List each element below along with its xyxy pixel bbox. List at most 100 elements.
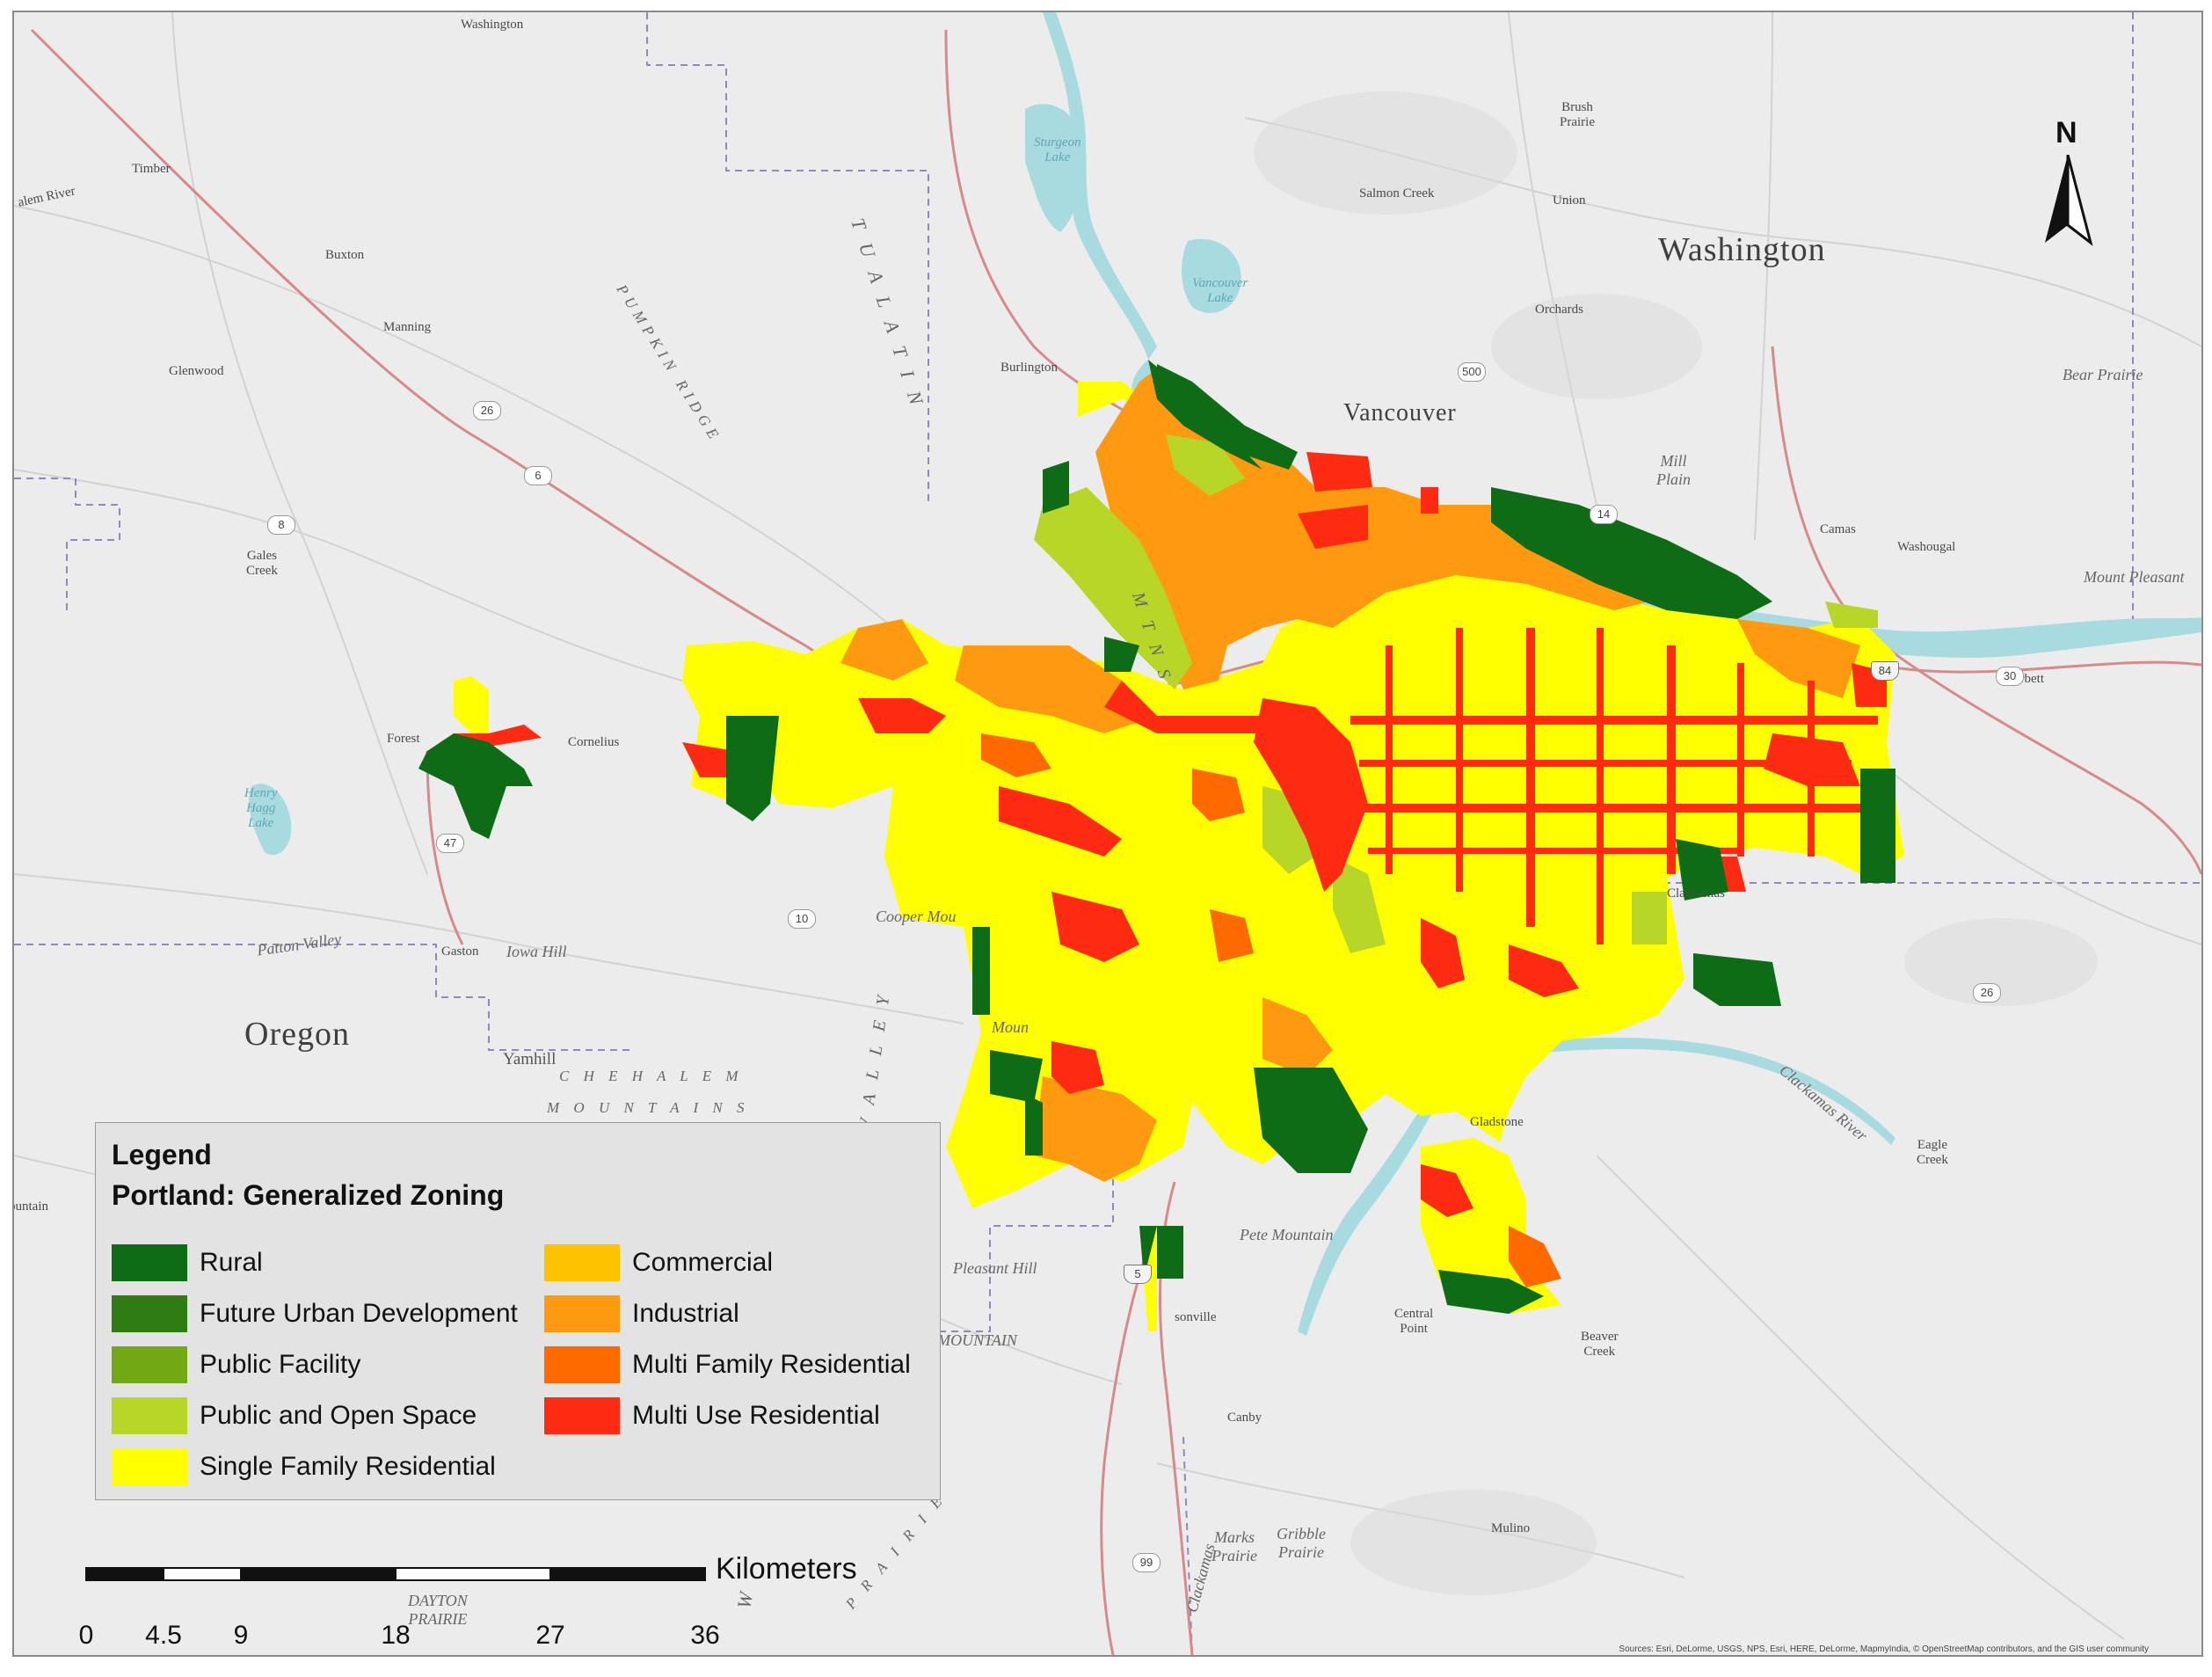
place-mount-pleasant: Mount Pleasant [2084, 568, 2185, 586]
legend-swatch [544, 1295, 620, 1332]
place-wilsonville: sonville [1175, 1310, 1217, 1324]
legend-title: Legend [112, 1139, 212, 1170]
place-manning: Manning [383, 320, 432, 334]
place-mount: Moun [992, 1018, 1029, 1036]
zone-rural [418, 360, 1895, 1314]
place-brush-prairie: Brush Prairie [1560, 100, 1595, 129]
place-washougal: Washougal [1897, 540, 1956, 554]
zoning-layer [418, 360, 1904, 1331]
place-washington-top: Washington [461, 18, 524, 32]
place-gladstone: Gladstone [1470, 1115, 1524, 1129]
place-eagle-creek: Eagle Creek [1917, 1138, 1948, 1167]
place-gribble-prairie: Gribble Prairie [1277, 1525, 1326, 1561]
highway-shield: 47 [436, 834, 464, 853]
place-iowa-hill: Iowa Hill [506, 943, 567, 960]
place-glenwood: Glenwood [169, 364, 224, 378]
ridge-chehalem-mountains: M O U N T A I N S [547, 1099, 750, 1116]
highway-shield: 30 [1996, 667, 2024, 686]
north-label: N [2056, 116, 2077, 149]
place-central-point: Central Point [1394, 1307, 1434, 1336]
place-bull-mountain: T MOUNTAIN [925, 1331, 1017, 1349]
highway-shield: 10 [788, 909, 816, 929]
legend-swatch [544, 1397, 620, 1434]
place-gales-creek: Gales Creek [246, 549, 278, 578]
place-orchards: Orchards [1535, 303, 1583, 317]
scale-tick: 27 [535, 1621, 565, 1650]
place-cornelius: Cornelius [568, 735, 620, 749]
place-henry-hagg-lake: Henry Hagg Lake [244, 786, 278, 830]
scale-tick: 18 [381, 1621, 411, 1650]
zone-multi-use [454, 452, 1895, 1217]
legend-label: Multi Use Residential [632, 1401, 880, 1430]
terrain-shading [1254, 91, 2098, 1595]
legend-label: Rural [200, 1248, 263, 1277]
legend-swatch [112, 1397, 187, 1434]
place-pete-mountain: Pete Mountain [1240, 1226, 1334, 1243]
place-burlington: Burlington [1000, 361, 1059, 375]
legend-panel: Legend Portland: Generalized Zoning Rura… [95, 1122, 941, 1500]
legend-label: Public Facility [200, 1350, 361, 1379]
attribution-text: Sources: Esri, DeLorme, USGS, NPS, Esri,… [1619, 1644, 2149, 1654]
state-washington: Washington [1658, 231, 1826, 268]
place-camas: Camas [1820, 522, 1856, 536]
highway-shield: 500 [1458, 362, 1486, 382]
hagg-lake [249, 784, 292, 856]
north-arrow-icon [2045, 155, 2093, 246]
legend-swatch [112, 1244, 187, 1281]
scale-tick: 4.5 [145, 1621, 182, 1650]
scale-bar: Kilometers 0 4.5 9 18 27 36 [79, 1552, 876, 1655]
zone-multi-family [981, 733, 1561, 1287]
legend-swatch [112, 1346, 187, 1383]
legend-label: Future Urban Development [200, 1299, 518, 1328]
scale-tick: 36 [690, 1621, 720, 1650]
place-pleasant-hill: Pleasant Hill [953, 1259, 1037, 1277]
sturgeon-lake [1025, 104, 1084, 232]
place-beaver-creek: Beaver Creek [1581, 1330, 1619, 1359]
legend-label: Public and Open Space [200, 1401, 477, 1430]
place-dayton-prairie: DAYTON PRAIRIE [408, 1592, 468, 1628]
place-bear-prairie: Bear Prairie [2063, 366, 2143, 383]
place-salmon-creek: Salmon Creek [1359, 186, 1435, 201]
north-arrow: N [2041, 116, 2103, 257]
highway-shield: 14 [1590, 505, 1618, 524]
legend-swatch [112, 1295, 187, 1332]
place-canby: Canby [1227, 1411, 1262, 1425]
legend-swatch [112, 1448, 187, 1485]
zone-open-space [1034, 487, 1192, 689]
legend-subtitle: Portland: Generalized Zoning [112, 1179, 505, 1211]
highway-shield: 6 [524, 466, 552, 485]
highway-shield: 8 [267, 515, 295, 535]
place-union: Union [1553, 193, 1586, 208]
place-clackamas: Clackamas [1667, 886, 1725, 900]
place-forest: Forest [387, 732, 420, 746]
scale-bar-graphic [85, 1567, 706, 1581]
place-mill-plain: Mill Plain [1656, 452, 1691, 488]
ridge-chehalem: C H E H A L E M [559, 1068, 744, 1084]
scale-tick: 9 [233, 1621, 249, 1650]
legend-label: Single Family Residential [200, 1452, 496, 1481]
highway-shield: 99 [1132, 1553, 1161, 1572]
highway-shield: 26 [1973, 983, 2001, 1003]
place-vancouver-lake: Vancouver Lake [1192, 276, 1248, 305]
vancouver-lake [1182, 238, 1241, 313]
willamette-south [1298, 1063, 1456, 1336]
columbia-lower [1043, 12, 1157, 360]
state-oregon: Oregon [244, 1016, 350, 1053]
place-yamhill: Yamhill [503, 1050, 557, 1068]
place-mulino: Mulino [1491, 1521, 1531, 1535]
map-frame[interactable]: Washington Timber alem River Buxton Mann… [12, 11, 2203, 1657]
highway-shield-interstate: 5 [1124, 1265, 1152, 1284]
scale-tick: 0 [78, 1621, 94, 1650]
legend-label: Multi Family Residential [632, 1350, 911, 1379]
city-vancouver: Vancouver [1343, 399, 1457, 427]
highway-shield: 26 [473, 401, 501, 420]
basemap [14, 12, 2201, 1655]
place-timber: Timber [132, 162, 171, 176]
place-gaston: Gaston [441, 944, 479, 959]
legend-label: Industrial [632, 1299, 739, 1328]
legend-swatch [544, 1346, 620, 1383]
place-cooper-mountain: Cooper Mou [876, 908, 957, 925]
scale-unit: Kilometers [716, 1552, 857, 1586]
highway-shield-interstate: 84 [1871, 661, 1899, 681]
place-mountain-edge: ountain [12, 1199, 48, 1214]
